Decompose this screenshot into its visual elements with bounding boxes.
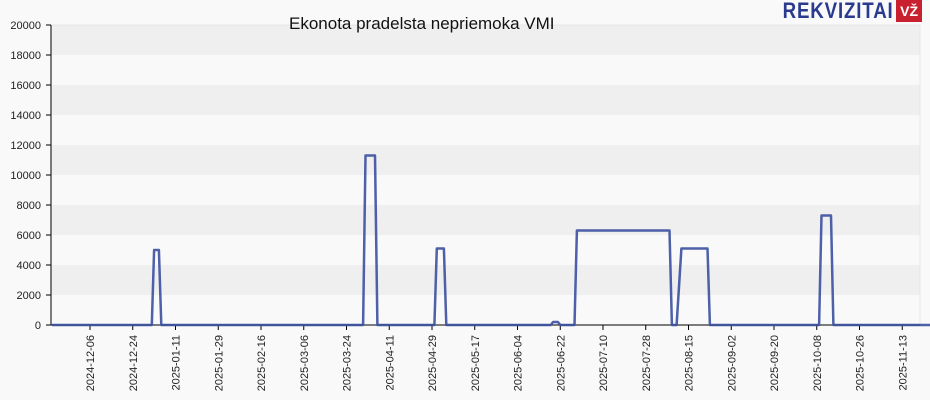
x-tick-label: 2025-04-29 [427,335,439,391]
y-tick-label: 20000 [10,20,41,32]
x-tick-label: 2025-09-20 [769,335,781,391]
grid-band [51,25,920,55]
y-tick-label: 4000 [17,260,41,272]
grid-band [51,115,920,145]
x-tick-label: 2025-01-11 [171,335,183,390]
chart-title: Ekonota pradelsta nepriemoka VMI [289,14,555,33]
x-tick-label: 2025-06-04 [513,335,525,391]
x-tick-label: 2025-03-06 [299,335,311,391]
y-tick-label: 6000 [17,230,41,242]
x-tick-label: 2025-01-29 [213,335,225,391]
y-tick-label: 8000 [17,200,41,212]
x-tick-label: 2025-03-24 [342,335,354,391]
x-tick-label: 2025-05-17 [470,335,482,391]
grid-band [51,235,920,265]
x-tick-label: 2025-09-02 [726,335,738,391]
x-tick-label: 2025-10-26 [855,335,867,391]
grid-band [51,145,920,175]
logo-text: REKVIZITAI [782,0,894,23]
y-tick-label: 16000 [10,80,41,92]
x-tick-label: 2025-04-11 [384,335,396,390]
x-tick-label: 2025-07-28 [641,335,653,391]
y-tick-label: 10000 [10,170,41,182]
grid-band [51,265,920,295]
y-tick-label: 0 [35,320,41,332]
x-tick-label: 2025-08-15 [684,335,696,391]
x-tick-label: 2025-02-16 [256,335,268,391]
grid-band [51,205,920,235]
y-tick-label: 18000 [10,50,41,62]
x-tick-label: 2025-07-10 [598,335,610,391]
x-tick-label: 2025-11-13 [897,335,909,390]
y-tick-label: 2000 [17,290,41,302]
grid-band [51,295,920,325]
x-tick-label: 2024-12-06 [85,335,97,391]
rekvizitai-logo[interactable]: REKVIZITAI VŽ [763,0,922,22]
x-tick-label: 2025-06-22 [555,335,567,391]
grid-band [51,175,920,205]
logo-badge: VŽ [896,0,922,22]
x-tick-label: 2025-10-08 [812,335,824,391]
x-tick-label: 2024-12-24 [128,335,140,391]
grid-band [51,55,920,85]
series-line [52,154,930,327]
y-tick-label: 12000 [10,140,41,152]
grid-band [51,85,920,115]
y-tick-label: 14000 [10,110,41,122]
